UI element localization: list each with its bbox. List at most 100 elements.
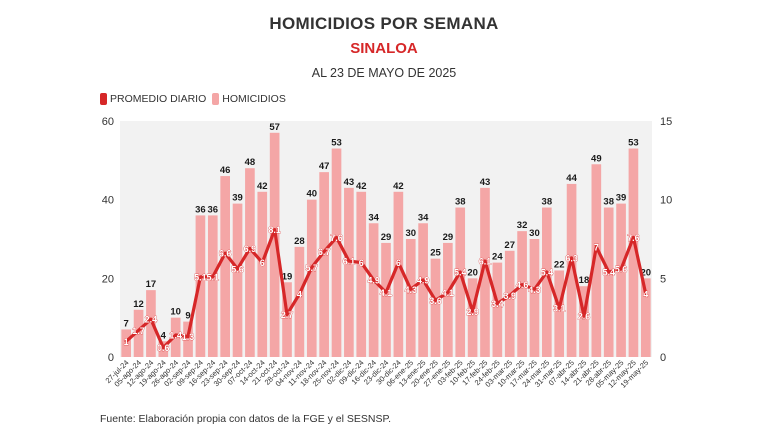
bar-value-label: 42 [356, 181, 367, 192]
bar-homicidios [628, 148, 639, 357]
bar-homicidios [146, 290, 156, 357]
line-value-label: 5.6 [231, 264, 244, 274]
line-value-label: 4 [297, 290, 302, 300]
line-value-label: 8.1 [268, 225, 281, 235]
bar-value-label: 7 [124, 318, 129, 329]
line-value-label: 4.6 [516, 280, 529, 290]
bar-homicidios [393, 191, 404, 357]
y-left-tick-label: 0 [108, 352, 114, 364]
line-promedio-diario [124, 228, 648, 350]
bar-value-label: 38 [603, 197, 614, 208]
bar-value-label: 38 [542, 197, 553, 208]
bar-homicidios [331, 148, 342, 357]
line-value-label: 5.4 [454, 268, 467, 278]
y-left-tick-label: 20 [102, 273, 114, 285]
bar-homicidios [257, 191, 268, 357]
line-value-label: 6.1 [343, 257, 356, 267]
line-value-label: 7 [594, 242, 599, 252]
bar-homicidios [517, 231, 527, 357]
bar-value-label: 48 [245, 157, 256, 168]
line-value-label: 6.1 [479, 257, 492, 267]
line-value-label: 7.6 [627, 233, 640, 243]
bar-homicidios [443, 242, 453, 357]
bar-homicidios [170, 317, 181, 357]
line-value-label: 2.9 [466, 307, 479, 317]
bar-value-label: 39 [232, 193, 243, 204]
bar-value-label: 29 [381, 232, 392, 243]
bar-value-label: 18 [579, 275, 590, 286]
bar-homicidios [294, 246, 305, 357]
line-value-label: 5.7 [306, 263, 319, 273]
line-value-label: 5.4 [541, 268, 554, 278]
bar-homicidios [121, 329, 132, 357]
bar-homicidios [455, 207, 466, 357]
line-value-label: 4.3 [528, 285, 541, 295]
bar-homicidios [220, 176, 230, 357]
bar-value-label: 22 [554, 259, 565, 270]
bar-homicidios [640, 278, 651, 357]
bar-value-label: 30 [405, 228, 416, 239]
bar-value-label: 38 [455, 197, 466, 208]
y-right-tick-label: 15 [660, 116, 672, 128]
bar-value-label: 9 [185, 311, 190, 322]
bar-value-label: 36 [208, 204, 219, 215]
bar-value-label: 34 [418, 212, 429, 223]
line-value-label: 6.7 [318, 247, 331, 257]
bar-homicidios [356, 191, 367, 357]
legend-label-promedio: PROMEDIO DIARIO [110, 93, 207, 105]
bar-homicidios [529, 239, 540, 357]
legend-item-promedio: PROMEDIO DIARIO [100, 93, 206, 105]
bar-value-label: 10 [170, 307, 181, 318]
line-value-label: 3.6 [429, 296, 442, 306]
bar-value-label: 42 [257, 181, 268, 192]
line-value-label: 6 [260, 258, 265, 268]
y-left-tick-label: 60 [102, 116, 114, 128]
bar-homicidios [430, 258, 441, 357]
line-value-label: 4 [643, 290, 648, 300]
bar-homicidios [566, 183, 577, 357]
bar-homicidios [195, 215, 206, 357]
legend-swatch-promedio [100, 93, 107, 105]
bar-value-label: 53 [331, 138, 342, 149]
bar-value-label: 43 [480, 177, 491, 188]
line-value-label: 3.9 [503, 291, 516, 301]
bar-homicidios [232, 203, 243, 357]
legend-swatch-homicidios [212, 93, 220, 105]
line-value-label: 5.1 [194, 272, 207, 282]
bar-homicidios [282, 282, 292, 357]
line-value-label: 6.6 [219, 249, 232, 259]
date-line: AL 23 DE MAYO DE 2025 [311, 66, 457, 80]
bar-value-label: 49 [591, 153, 602, 164]
bar-homicidios [269, 132, 280, 357]
legend-item-homicidios: HOMICIDIOS [212, 93, 286, 105]
bar-homicidios [133, 309, 144, 357]
bar-homicidios [480, 187, 490, 357]
bar-homicidios [418, 223, 428, 357]
legend-label-homicidios: HOMICIDIOS [222, 93, 286, 105]
bar-homicidios [306, 199, 317, 357]
y-right-tick-label: 10 [660, 195, 672, 207]
line-value-label: 6.3 [565, 253, 578, 263]
line-value-label: 4.3 [404, 285, 417, 295]
bar-homicidios [368, 223, 379, 357]
bar-homicidios [504, 250, 515, 357]
bar-value-label: 17 [146, 279, 157, 290]
line-value-label: 6 [359, 258, 364, 268]
bar-value-label: 32 [517, 220, 528, 231]
bar-homicidios [381, 242, 391, 357]
line-value-label: 1.4 [169, 330, 182, 340]
bar-homicidios [207, 215, 218, 357]
bar-value-label: 57 [269, 122, 280, 133]
bar-homicidios [467, 278, 478, 357]
line-value-label: 2.4 [145, 315, 158, 325]
line-value-label: 5.1 [207, 272, 220, 282]
bar-homicidios [344, 187, 354, 357]
bar-homicidios [616, 203, 626, 357]
line-value-label: 4.1 [442, 288, 455, 298]
bar-homicidios [183, 321, 193, 357]
bar-value-label: 28 [294, 236, 305, 247]
line-value-label: 0.6 [157, 343, 170, 353]
bar-value-label: 19 [282, 271, 293, 282]
bar-value-label: 27 [504, 240, 515, 251]
